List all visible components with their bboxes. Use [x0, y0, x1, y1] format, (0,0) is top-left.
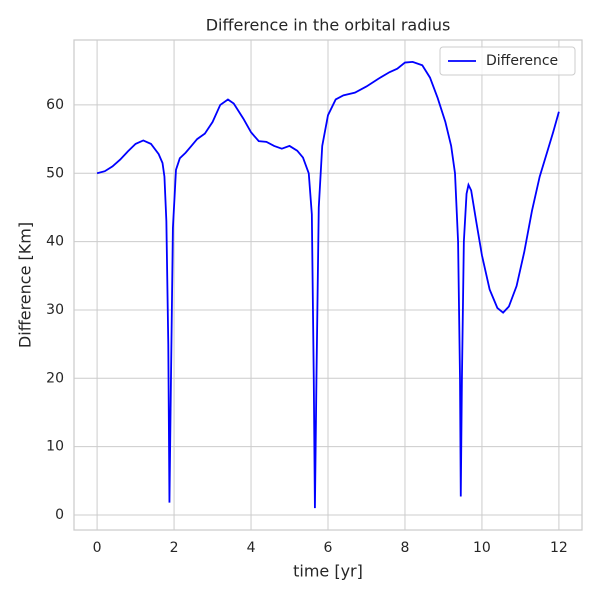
x-tick-label: 4: [247, 540, 256, 556]
x-tick-label: 10: [473, 540, 491, 556]
legend-box: [439, 46, 576, 76]
y-tick-label: 30: [46, 302, 64, 318]
legend-label: Difference: [486, 53, 558, 69]
x-tick-label: 12: [550, 540, 568, 556]
y-tick-label: 10: [46, 439, 64, 455]
chart-title: Difference in the orbital radius: [206, 16, 451, 35]
plot-frame: [73, 39, 583, 531]
y-axis-label: Difference [Km]: [16, 222, 35, 348]
x-tick-label: 0: [93, 540, 102, 556]
y-tick-label: 50: [46, 165, 64, 181]
x-tick-label: 6: [324, 540, 333, 556]
y-tick-label: 0: [55, 507, 64, 523]
x-tick-label: 2: [170, 540, 179, 556]
y-tick-label: 20: [46, 370, 64, 386]
x-tick-label: 8: [401, 540, 410, 556]
x-axis-label: time [yr]: [293, 562, 363, 581]
y-tick-label: 40: [46, 234, 64, 250]
y-tick-label: 60: [46, 97, 64, 113]
